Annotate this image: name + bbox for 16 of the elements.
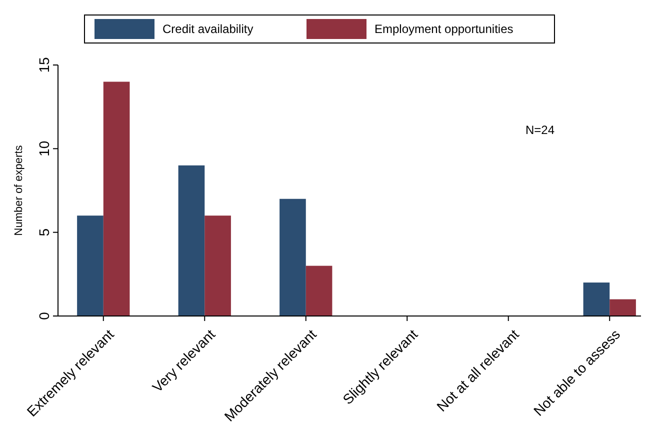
y-tick-label: 15 bbox=[36, 57, 52, 73]
legend-label: Employment opportunities bbox=[374, 22, 514, 36]
legend-label: Credit availability bbox=[162, 22, 254, 36]
y-tick-label: 0 bbox=[36, 312, 52, 320]
bar bbox=[204, 216, 231, 316]
bar bbox=[103, 82, 130, 316]
y-tick-label: 10 bbox=[36, 140, 52, 156]
bar bbox=[77, 216, 104, 316]
y-axis-title: Number of experts bbox=[13, 144, 25, 236]
bar bbox=[280, 198, 306, 316]
annotation: N=24 bbox=[525, 123, 555, 137]
bar bbox=[306, 266, 332, 316]
y-tick-label: 5 bbox=[36, 228, 52, 236]
bar bbox=[583, 282, 610, 316]
bar bbox=[610, 299, 636, 316]
bar bbox=[178, 165, 205, 316]
